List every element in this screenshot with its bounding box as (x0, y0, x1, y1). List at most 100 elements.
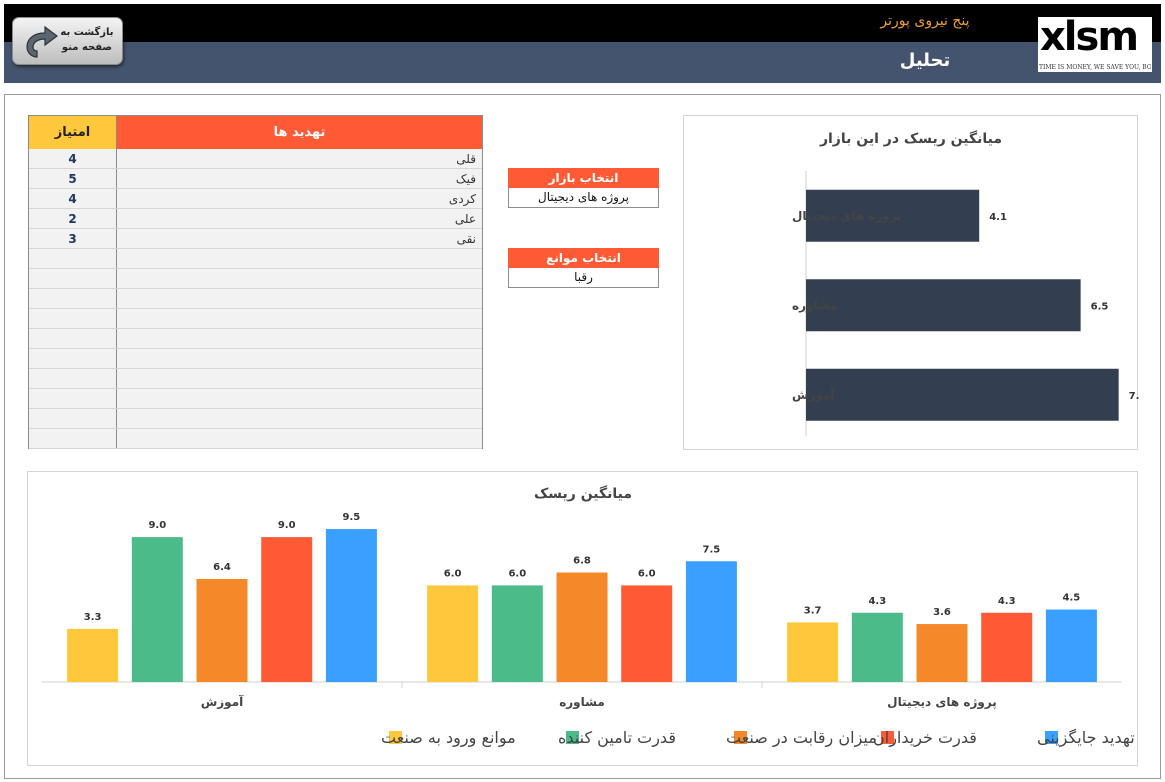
data-label: 9.5 (343, 512, 361, 523)
legend-swatch (389, 731, 402, 744)
chart-title: میانگین ریسک در این بازار (819, 130, 1002, 147)
column-divider (116, 149, 117, 448)
header-subtitle: پنج نیروی پورتر (880, 13, 970, 29)
bar (556, 572, 608, 682)
logo-slogan: TIME IS MONEY, WE SAVE YOU, BOTH (1039, 64, 1151, 71)
data-label: 3.7 (804, 605, 822, 616)
category-label: مشاوره (792, 298, 838, 313)
data-label: 9.0 (148, 520, 166, 531)
table-row[interactable] (29, 409, 482, 429)
table-row[interactable]: 2 علی (29, 209, 482, 229)
table-row[interactable]: 4 کردی (29, 189, 482, 209)
data-label: 4.3 (868, 596, 886, 607)
bar (806, 368, 1119, 421)
data-label: 6.4 (213, 562, 231, 573)
threats-column-header: تهدید ها (116, 116, 482, 149)
logo-mark: xlsm (1040, 14, 1139, 60)
data-label: 3.3 (84, 612, 102, 623)
barrier-selector: انتخاب موانع رقبا (508, 248, 659, 288)
threat-score: 4 (68, 152, 77, 166)
market-risk-chart-svg: میانگین ریسک در این بازار 4.1 پروژه های دی… (792, 130, 1146, 436)
threat-name: کردی (448, 192, 476, 206)
bar (427, 585, 479, 682)
bar (787, 622, 839, 682)
category-label: پروژه های دیجیتال (887, 695, 997, 710)
table-row[interactable] (29, 289, 482, 309)
data-label: 9.0 (278, 520, 296, 531)
data-label: 3.6 (933, 607, 951, 618)
legend-swatch (1045, 731, 1058, 744)
risk-average-chart: میانگین ریسک 3.3 9.0 6.4 9.0 9.5 آموزش 6.0 6.0 6.… (27, 471, 1138, 766)
category-label: پروژه های دیجیتال (792, 209, 902, 224)
xlsm-logo: xlsm TIME IS MONEY, WE SAVE YOU, BOTH (1038, 14, 1152, 72)
data-label: 6.0 (638, 568, 656, 579)
page-title: تحلیل (899, 50, 951, 71)
threat-score: 2 (68, 212, 77, 226)
data-label: 4.3 (998, 596, 1016, 607)
bar (196, 578, 248, 682)
table-row[interactable] (29, 309, 482, 329)
legend-label: تهدید جایگزینی (1037, 728, 1135, 748)
bar (981, 612, 1033, 682)
threat-score: 3 (68, 232, 77, 246)
bar (685, 561, 737, 682)
market-risk-chart: میانگین ریسک در این بازار 4.1 پروژه های دی… (683, 115, 1146, 450)
back-button-label: بازگشت به صفحه منو (60, 27, 114, 53)
legend-label: قدرت تامین کننده (558, 728, 676, 748)
back-to-menu-button[interactable]: بازگشت به صفحه منو (12, 17, 123, 65)
threat-score: 4 (68, 192, 77, 206)
data-label: 4.5 (1063, 593, 1081, 604)
market-selector: انتخاب بازار پروژه های دیجیتال (508, 168, 659, 208)
data-label: 6.8 (573, 556, 591, 567)
barrier-selector-label: انتخاب موانع (508, 248, 659, 268)
category-label: آموزش (201, 694, 244, 710)
bar (621, 585, 673, 682)
threat-name: قلی (456, 152, 476, 166)
barrier-select[interactable]: رقبا (508, 268, 659, 288)
bar (491, 585, 543, 682)
header-band (4, 42, 1161, 83)
chart-title: میانگین ریسک (534, 485, 632, 502)
header-bar (4, 4, 1161, 42)
legend-swatch (734, 731, 747, 744)
data-label: 6.5 (1091, 301, 1109, 312)
data-label: 7.4 (1129, 391, 1139, 402)
threat-name: فیک (455, 172, 476, 186)
back-arrow-icon (26, 26, 58, 58)
bar (806, 189, 980, 242)
table-row[interactable] (29, 349, 482, 369)
bar (67, 628, 119, 682)
data-label: 4.1 (989, 212, 1007, 223)
risk-average-chart-svg: میانگین ریسک 3.3 9.0 6.4 9.0 9.5 آموزش 6.0 6.0 6.… (42, 485, 1135, 748)
table-row[interactable] (29, 389, 482, 409)
bar (851, 612, 903, 682)
data-label: 6.0 (508, 568, 526, 579)
dashboard-frame (4, 94, 1161, 779)
table-row[interactable] (29, 329, 482, 349)
market-select[interactable]: پروژه های دیجیتال (508, 188, 659, 208)
legend-swatch (566, 731, 579, 744)
table-row[interactable]: 5 فیک (29, 169, 482, 189)
bar (131, 537, 183, 682)
score-column-header: امتیاز (29, 116, 116, 149)
table-row[interactable] (29, 369, 482, 389)
bar (916, 624, 968, 682)
table-row[interactable]: 4 قلی (29, 149, 482, 169)
legend-swatch (881, 731, 894, 744)
table-row[interactable] (29, 269, 482, 289)
legend-label: موانع ورود به صنعت (381, 728, 516, 748)
bar (325, 529, 377, 682)
threats-table: امتیاز تهدید ها 4 قلی 5 فیک 4 کردی 2 علی 3 نقی (28, 115, 483, 449)
category-label: مشاوره (559, 695, 605, 710)
threat-score: 5 (68, 172, 77, 186)
bar (1045, 609, 1097, 682)
table-row[interactable] (29, 429, 482, 449)
table-row[interactable]: 3 نقی (29, 229, 482, 249)
table-row[interactable] (29, 249, 482, 269)
market-selector-label: انتخاب بازار (508, 168, 659, 188)
category-label: آموزش (792, 387, 835, 403)
bar (261, 537, 313, 682)
data-label: 6.0 (444, 568, 462, 579)
bar (806, 279, 1081, 332)
threat-name: نقی (456, 232, 476, 246)
